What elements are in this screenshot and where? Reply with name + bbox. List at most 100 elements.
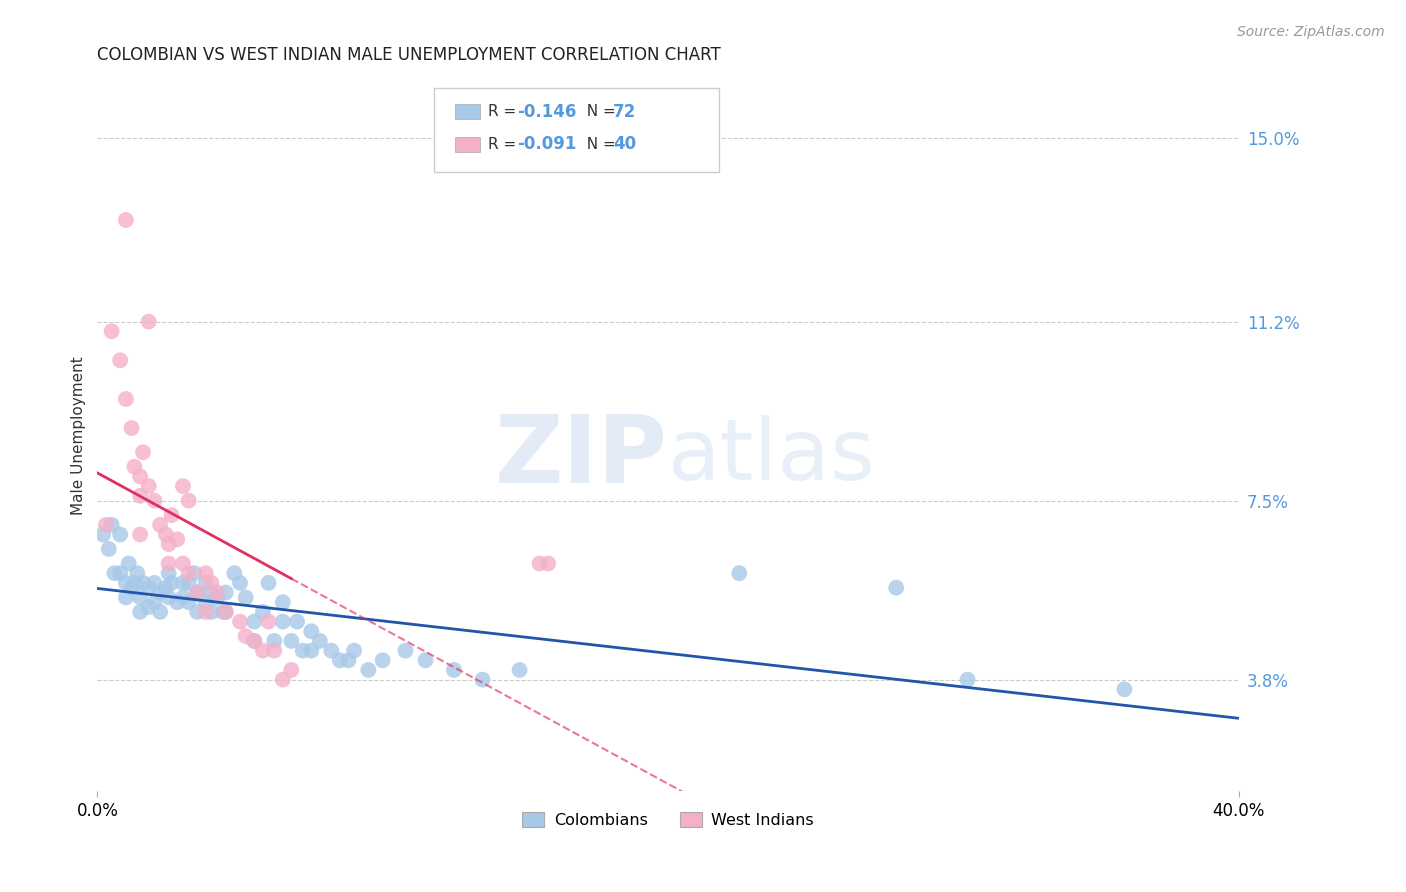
Point [229, 575, 252, 590]
Point [321, 643, 343, 657]
Point [121, 421, 143, 435]
Point [394, 643, 416, 657]
Point [177, 575, 200, 590]
Point [194, 605, 217, 619]
Point [172, 591, 194, 605]
Point [129, 605, 152, 619]
Point [157, 557, 180, 571]
Point [157, 537, 180, 551]
Point [263, 643, 285, 657]
Point [103, 566, 125, 581]
Point [205, 591, 228, 605]
Point [157, 566, 180, 581]
Point [129, 527, 152, 541]
Point [291, 643, 314, 657]
Point [329, 653, 352, 667]
Point [100, 517, 122, 532]
Point [357, 663, 380, 677]
Point [157, 591, 180, 605]
Point [143, 493, 166, 508]
Point [884, 581, 907, 595]
Point [115, 591, 138, 605]
Point [160, 575, 183, 590]
Text: ZIP: ZIP [495, 410, 668, 502]
Point [129, 489, 152, 503]
FancyBboxPatch shape [434, 88, 720, 172]
Point [200, 575, 222, 590]
Point [443, 663, 465, 677]
FancyBboxPatch shape [454, 136, 479, 153]
Point [132, 575, 155, 590]
Point [509, 663, 531, 677]
Point [186, 585, 208, 599]
Point [194, 595, 217, 609]
Point [243, 634, 266, 648]
Point [309, 634, 332, 648]
Point [280, 663, 302, 677]
Point [143, 575, 166, 590]
Point [215, 605, 238, 619]
Point [94, 517, 117, 532]
Point [257, 575, 280, 590]
Point [186, 585, 208, 599]
Point [271, 615, 294, 629]
Point [115, 575, 138, 590]
Point [149, 585, 172, 599]
Point [160, 508, 183, 523]
Point [108, 566, 131, 581]
Point [155, 527, 177, 541]
Point [100, 324, 122, 338]
Point [257, 615, 280, 629]
Y-axis label: Male Unemployment: Male Unemployment [72, 356, 86, 515]
Point [186, 605, 208, 619]
Point [252, 643, 274, 657]
Point [215, 605, 238, 619]
Point [215, 585, 238, 599]
Point [224, 566, 246, 581]
Point [97, 541, 120, 556]
Point [143, 595, 166, 609]
Point [149, 605, 172, 619]
Point [172, 479, 194, 493]
Point [537, 557, 560, 571]
Point [194, 575, 217, 590]
Legend: Colombians, West Indians: Colombians, West Indians [516, 805, 821, 834]
Point [177, 566, 200, 581]
Point [132, 445, 155, 459]
Point [471, 673, 494, 687]
Point [299, 643, 322, 657]
Text: Source: ZipAtlas.com: Source: ZipAtlas.com [1237, 25, 1385, 39]
Point [155, 581, 177, 595]
Point [172, 575, 194, 590]
Point [415, 653, 437, 667]
Point [285, 615, 308, 629]
Point [115, 213, 138, 227]
Text: R =: R = [488, 104, 520, 120]
Point [166, 595, 188, 609]
Point [108, 353, 131, 368]
Point [124, 459, 146, 474]
Point [728, 566, 751, 581]
Point [129, 469, 152, 483]
Point [149, 517, 172, 532]
Text: N =: N = [576, 104, 620, 120]
Text: 40: 40 [613, 136, 637, 153]
Point [271, 673, 294, 687]
Point [337, 653, 360, 667]
Text: -0.146: -0.146 [517, 103, 576, 120]
Point [229, 615, 252, 629]
Point [200, 585, 222, 599]
Point [243, 615, 266, 629]
Point [205, 585, 228, 599]
Point [529, 557, 551, 571]
Point [115, 392, 138, 406]
Point [200, 605, 222, 619]
Point [271, 595, 294, 609]
Point [172, 557, 194, 571]
Text: COLOMBIAN VS WEST INDIAN MALE UNEMPLOYMENT CORRELATION CHART: COLOMBIAN VS WEST INDIAN MALE UNEMPLOYME… [97, 46, 721, 64]
Point [108, 527, 131, 541]
Point [235, 591, 257, 605]
Point [183, 566, 205, 581]
Point [299, 624, 322, 639]
Point [1114, 682, 1136, 697]
